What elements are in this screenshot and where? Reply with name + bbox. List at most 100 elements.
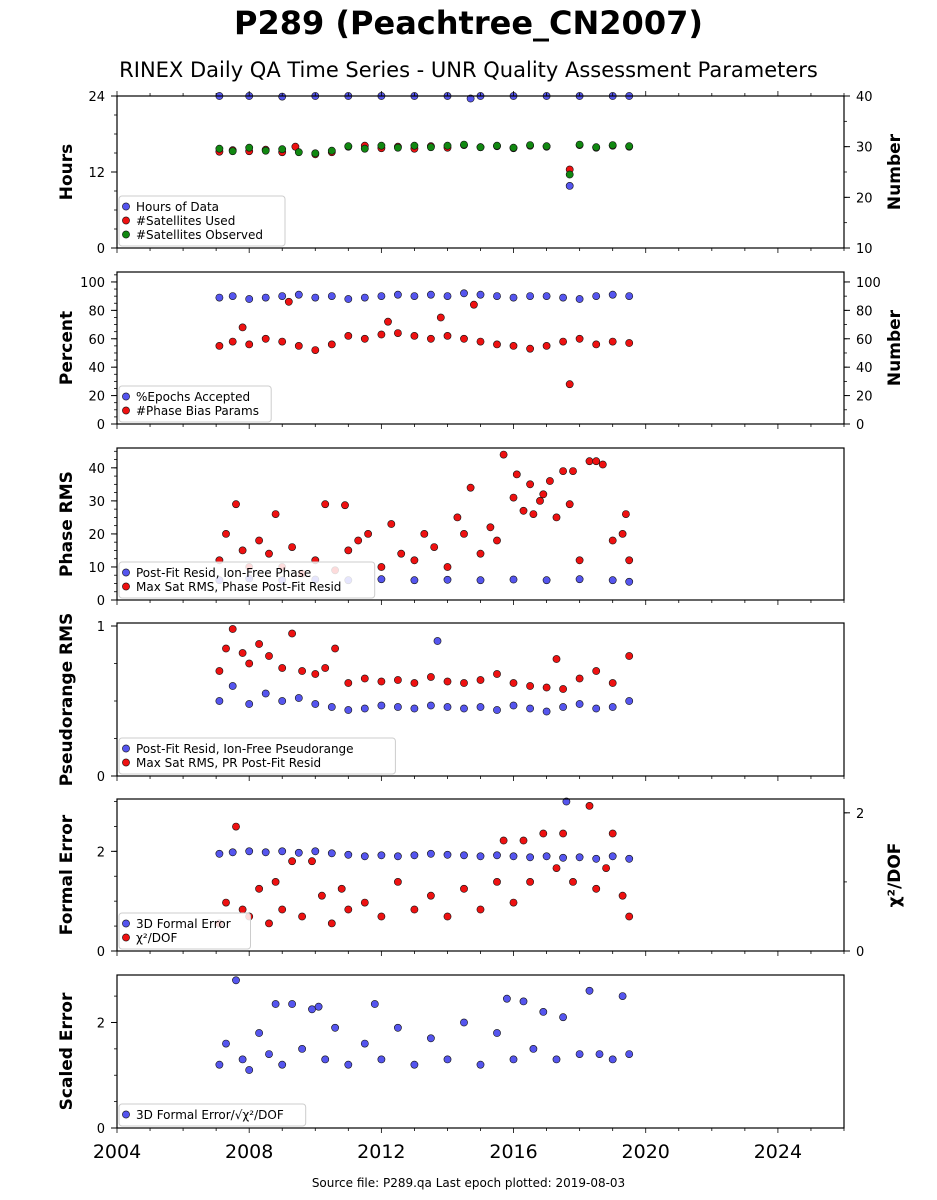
data-point xyxy=(562,797,571,806)
series-2 xyxy=(215,450,634,578)
series-2 xyxy=(215,802,634,928)
y-axis-label: Scaled Error xyxy=(57,992,77,1110)
data-point xyxy=(215,341,224,350)
data-point xyxy=(608,290,617,299)
data-point xyxy=(284,297,293,306)
data-point xyxy=(565,500,574,509)
data-point xyxy=(317,891,326,900)
y-tick-label-right: 100 xyxy=(856,276,881,291)
data-point xyxy=(410,556,419,565)
data-point xyxy=(228,292,237,300)
data-point xyxy=(559,1013,567,1022)
data-point xyxy=(575,575,584,584)
data-point xyxy=(526,853,534,862)
data-point xyxy=(278,292,287,300)
data-point xyxy=(278,337,287,346)
data-point xyxy=(387,520,396,528)
series-1 xyxy=(215,289,634,303)
panel-6: 2004 2008 2012 2016 2020 2024 0 2 Scaled Error 3D… xyxy=(57,974,845,1163)
data-point xyxy=(311,346,320,354)
data-point xyxy=(469,300,478,309)
series-2 xyxy=(215,297,634,389)
data-point xyxy=(625,697,634,705)
data-point xyxy=(552,655,561,663)
data-point xyxy=(460,1018,468,1027)
data-point xyxy=(565,170,574,179)
data-point xyxy=(288,857,296,866)
data-point xyxy=(493,706,501,714)
data-point xyxy=(466,483,475,492)
data-point xyxy=(509,679,518,687)
data-point xyxy=(509,1055,518,1064)
chart-title: P289 (Peachtree_CN2007) xyxy=(234,4,703,42)
legend-box xyxy=(118,195,286,247)
data-point xyxy=(311,700,320,708)
data-point xyxy=(294,848,303,857)
data-point xyxy=(311,149,320,158)
data-point xyxy=(476,852,485,861)
y-axis-label: Phase RMS xyxy=(57,471,77,577)
data-point xyxy=(436,313,445,322)
data-point xyxy=(608,1055,617,1064)
y-tick-label-right: 40 xyxy=(856,361,873,376)
legend-marker xyxy=(122,1110,130,1119)
data-point xyxy=(575,334,584,343)
data-point xyxy=(426,673,435,681)
y-tick-label: 20 xyxy=(88,390,105,405)
data-point xyxy=(410,331,419,340)
y-tick-label-right: 2 xyxy=(856,807,864,822)
data-point xyxy=(420,530,429,538)
data-point xyxy=(592,457,601,466)
data-point xyxy=(410,292,419,300)
y-tick-label-right: 20 xyxy=(856,191,873,206)
data-point xyxy=(245,143,254,152)
legend-marker xyxy=(122,202,130,211)
data-point xyxy=(608,852,617,861)
data-point xyxy=(327,340,336,349)
data-point xyxy=(476,1060,485,1069)
data-point xyxy=(460,530,468,538)
data-point xyxy=(443,575,452,584)
data-point xyxy=(592,667,601,675)
y-axis-label: Percent xyxy=(57,311,77,385)
data-point xyxy=(321,1055,330,1064)
data-point xyxy=(529,1045,538,1053)
data-point xyxy=(321,500,330,509)
data-point xyxy=(271,878,280,886)
data-point xyxy=(466,94,475,103)
data-point xyxy=(592,292,601,300)
data-point xyxy=(542,576,551,585)
data-point xyxy=(526,878,534,886)
data-point xyxy=(327,292,336,300)
data-point xyxy=(294,148,303,157)
series-1 xyxy=(215,797,634,863)
data-point xyxy=(443,141,452,150)
data-point xyxy=(426,891,435,900)
data-point xyxy=(426,290,435,299)
data-point xyxy=(360,334,369,343)
data-point xyxy=(261,334,270,343)
data-point xyxy=(575,295,584,303)
data-point xyxy=(245,659,254,668)
x-tick-label: 2012 xyxy=(357,1141,405,1163)
data-point xyxy=(460,851,468,860)
data-point xyxy=(559,685,567,693)
data-point xyxy=(546,477,554,485)
data-point xyxy=(486,523,495,532)
data-point xyxy=(453,513,462,522)
data-point xyxy=(222,898,230,907)
legend: Post-Fit Resid, Ion-Free PseudorangeMax … xyxy=(118,737,396,775)
panel-3: 0 10 20 30 40 Phase RMS Post-Fit Resid, Ion-Fr… xyxy=(57,447,845,609)
data-point xyxy=(598,460,607,469)
data-point xyxy=(608,337,617,346)
y-tick-label: 0 xyxy=(97,770,105,785)
data-point xyxy=(585,457,594,466)
legend-marker xyxy=(122,933,130,942)
data-point xyxy=(377,851,386,860)
legend-label: χ²/DOF xyxy=(136,931,177,945)
y-axis-label-right: χ²/DOF xyxy=(885,843,905,908)
data-point xyxy=(255,884,263,893)
data-point xyxy=(608,703,617,711)
legend-marker xyxy=(122,216,130,225)
data-point xyxy=(592,854,601,863)
